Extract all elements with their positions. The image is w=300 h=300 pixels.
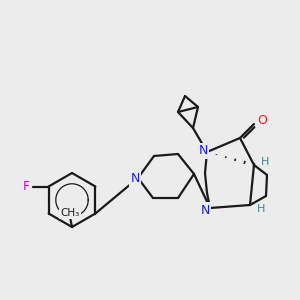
Text: H: H [257,204,265,214]
Text: N: N [130,172,140,185]
Text: F: F [23,180,30,193]
Text: N: N [200,203,210,217]
Text: H: H [261,157,269,167]
Text: O: O [257,115,267,128]
Text: N: N [198,145,208,158]
Text: CH₃: CH₃ [60,208,80,218]
